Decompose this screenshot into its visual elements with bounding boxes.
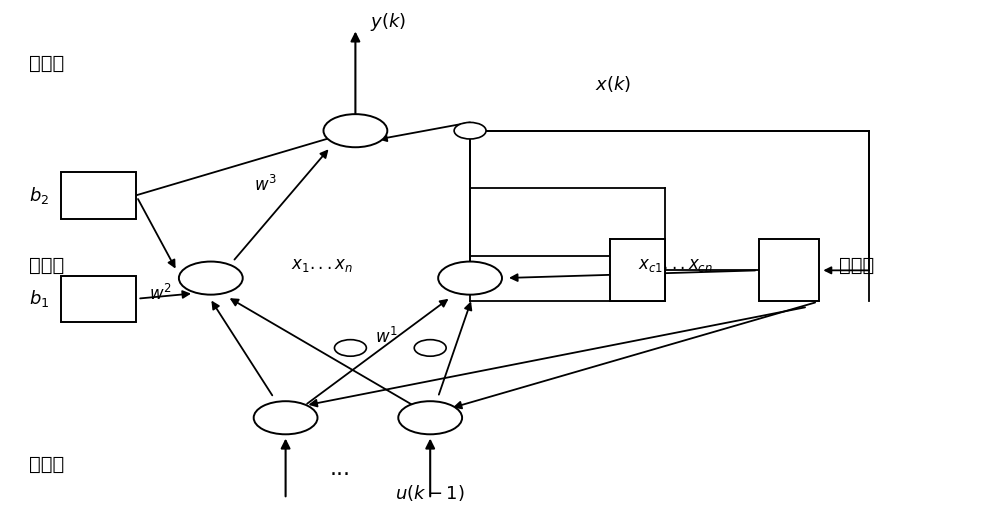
Text: ...: ... bbox=[330, 460, 351, 479]
Text: $b_2$: $b_2$ bbox=[29, 185, 49, 206]
Circle shape bbox=[254, 401, 318, 434]
Text: $y(k)$: $y(k)$ bbox=[370, 11, 406, 33]
Text: 承接层: 承接层 bbox=[839, 256, 874, 275]
Text: $b_1$: $b_1$ bbox=[29, 288, 50, 309]
Text: $w^1$: $w^1$ bbox=[375, 327, 398, 347]
Text: $w^2$: $w^2$ bbox=[149, 283, 172, 304]
Bar bbox=[610, 239, 665, 302]
Text: 隐含层: 隐含层 bbox=[29, 256, 65, 275]
Circle shape bbox=[398, 401, 462, 434]
Circle shape bbox=[438, 262, 502, 295]
Circle shape bbox=[323, 114, 387, 147]
Text: 输出层: 输出层 bbox=[29, 54, 65, 73]
Text: $x(k)$: $x(k)$ bbox=[595, 74, 631, 94]
Text: $x_{c1}...x_{cn}$: $x_{c1}...x_{cn}$ bbox=[638, 256, 713, 274]
Bar bbox=[61, 172, 136, 218]
Text: $w^3$: $w^3$ bbox=[254, 175, 277, 195]
Circle shape bbox=[179, 262, 243, 295]
Text: $u(k-1)$: $u(k-1)$ bbox=[395, 483, 465, 503]
Bar bbox=[61, 276, 136, 322]
Circle shape bbox=[454, 122, 486, 139]
Text: $x_1...x_n$: $x_1...x_n$ bbox=[291, 256, 353, 274]
Circle shape bbox=[414, 340, 446, 356]
Circle shape bbox=[334, 340, 366, 356]
Text: 输入层: 输入层 bbox=[29, 455, 65, 474]
Bar bbox=[759, 239, 819, 302]
